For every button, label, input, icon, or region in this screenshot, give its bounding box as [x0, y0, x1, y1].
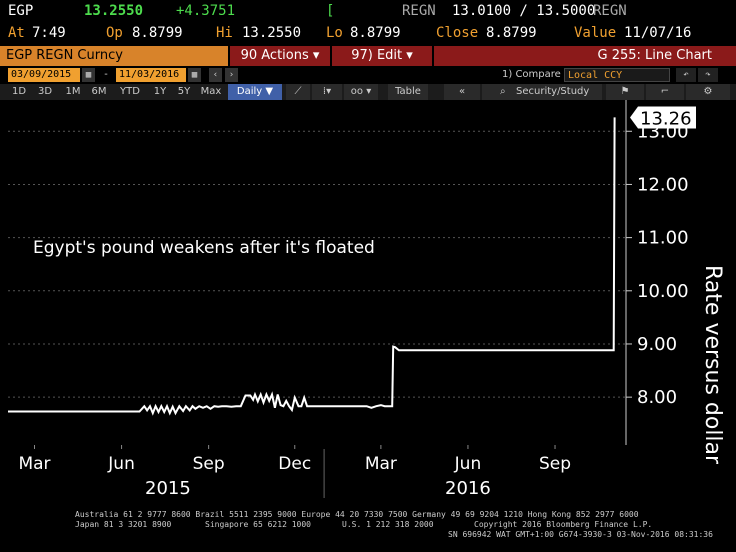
period-5y[interactable]: 5Y [177, 86, 191, 97]
quote-line-1: EGP 13.2550 +4.3751 [ REGN 13.0100 / 13.… [0, 0, 736, 22]
search-icon: ⌕ [500, 86, 506, 97]
flag-icon[interactable]: ⚑ [606, 84, 644, 100]
gear-icon[interactable]: ⚙ [686, 84, 730, 100]
x-tick-label: Jun [107, 454, 135, 474]
value-label: Value [574, 25, 617, 41]
close-label: Close [436, 25, 479, 41]
security-title[interactable]: EGP REGN Curncy [0, 46, 228, 66]
last-price: 13.2550 [84, 3, 144, 19]
y-axis-label: Rate versus dollar [700, 265, 725, 465]
footer-contacts-line: Australia 61 2 9777 8600 Brazil 5511 239… [75, 510, 639, 519]
y-tick-label: 12.00 [637, 174, 689, 195]
quote-line-2: At 7:49 Op 8.8799 Hi 13.2550 Lo 8.8799 C… [0, 22, 736, 44]
x-tick-label: Mar [18, 454, 50, 474]
end-date-input[interactable]: 11/03/2016 [116, 68, 186, 82]
table-button[interactable]: Table [388, 84, 428, 100]
x-tick-label: Jun [454, 454, 482, 474]
footer-japan: Japan 81 3 3201 8900 [75, 520, 172, 529]
undo-icon[interactable]: ↶ [676, 68, 696, 82]
calendar-icon[interactable]: ▦ [188, 68, 201, 82]
period-3d[interactable]: 3D [37, 86, 53, 97]
quote-time: 7:49 [32, 25, 66, 41]
year-label-2015: 2015 [145, 478, 191, 499]
settings-small-icon[interactable]: oo ▾ [344, 84, 378, 100]
series-line [8, 117, 616, 416]
last-value-tag [630, 106, 696, 129]
close-value: 8.8799 [486, 25, 537, 41]
actions-menu-button[interactable]: 90 Actions ▾ [230, 46, 330, 66]
high-value: 13.2550 [242, 25, 302, 41]
chevron-right-icon[interactable]: › [225, 68, 238, 82]
y-tick-label: 10.00 [637, 281, 689, 302]
tick-bar: [ [326, 3, 335, 19]
period-6m[interactable]: 6M [91, 86, 107, 97]
x-tick-label: Mar [365, 454, 397, 474]
line-chart: 8.00 9.00 10.00 11.00 12.00 13.00 Mar Jun Sep Dec… [0, 100, 736, 505]
source-label: REGN [402, 3, 436, 19]
screen-name: G 255: Line Chart [434, 46, 736, 66]
redo-icon[interactable]: ↷ [698, 68, 718, 82]
collapse-button[interactable]: « [444, 84, 480, 100]
period-1d[interactable]: 1D [11, 86, 27, 97]
value-date: 11/07/16 [624, 25, 692, 41]
command-bar: EGP REGN Curncy 90 Actions ▾ 97) Edit ▾ … [0, 46, 736, 66]
date-separator: - [103, 69, 110, 80]
x-tick-label: Sep [193, 454, 225, 474]
period-ytd[interactable]: YTD [120, 86, 140, 97]
annotation-icon[interactable]: ⌐ [646, 84, 684, 100]
chevron-left-icon[interactable]: ‹ [209, 68, 222, 82]
line-chart-icon[interactable]: ⟋ [286, 84, 310, 100]
x-tick-label: Sep [539, 454, 571, 474]
footer-copyright: Copyright 2016 Bloomberg Finance L.P. [474, 520, 653, 529]
frequency-select[interactable]: Daily ▼ [228, 84, 282, 100]
edit-menu-button[interactable]: 97) Edit ▾ [332, 46, 432, 66]
x-tick-label: Dec [278, 454, 311, 474]
y-tick-label: 11.00 [637, 228, 689, 249]
ticker: EGP [8, 3, 34, 19]
separator-icon [380, 84, 386, 100]
date-range-row: 03/09/2015 ▦ - 11/03/2016 ▦ ‹ › 1) Compa… [0, 67, 736, 84]
bid-ask: 13.0100 / 13.5000 [452, 3, 596, 19]
chart-toolbar: 1D 3D 1M 6M YTD 1Y 5Y Max Daily ▼ ⟋ ⁞▾ o… [0, 84, 736, 100]
footer: Australia 61 2 9777 8600 Brazil 5511 239… [0, 508, 736, 552]
price-change: +4.3751 [176, 3, 236, 19]
start-date-input[interactable]: 03/09/2015 [8, 68, 80, 82]
footer-us: U.S. 1 212 318 2000 [342, 520, 434, 529]
compare-label: 1) Compare [502, 69, 561, 80]
low-label: Lo [326, 25, 343, 41]
source-label-2: REGN [593, 3, 627, 19]
calendar-icon[interactable]: ▦ [82, 68, 95, 82]
currency-select[interactable]: Local CCY [564, 68, 670, 82]
period-1m[interactable]: 1M [65, 86, 81, 97]
footer-singapore: Singapore 65 6212 1000 [205, 520, 311, 529]
security-study-button[interactable]: ⌕ Security/Study [482, 84, 602, 100]
footer-session-info: SN 696942 WAT GMT+1:00 G674-3930-3 03-No… [448, 530, 713, 539]
at-label: At [8, 25, 25, 41]
security-study-label: Security/Study [516, 86, 590, 97]
high-label: Hi [216, 25, 233, 41]
y-tick-label: 9.00 [637, 334, 677, 355]
chart-type-icon[interactable]: ⁞▾ [312, 84, 342, 100]
low-value: 8.8799 [350, 25, 401, 41]
period-max[interactable]: Max [200, 86, 222, 97]
y-tick-label: 8.00 [637, 387, 677, 408]
y-axis-label-wrap: Rate versus dollar [697, 265, 727, 485]
last-value-label: 13.26 [640, 108, 692, 129]
year-label-2016: 2016 [445, 478, 491, 499]
period-1y[interactable]: 1Y [153, 86, 167, 97]
open-value: 8.8799 [132, 25, 183, 41]
open-label: Op [106, 25, 123, 41]
chart-annotation: Egypt's pound weakens after it's floated [33, 238, 375, 258]
